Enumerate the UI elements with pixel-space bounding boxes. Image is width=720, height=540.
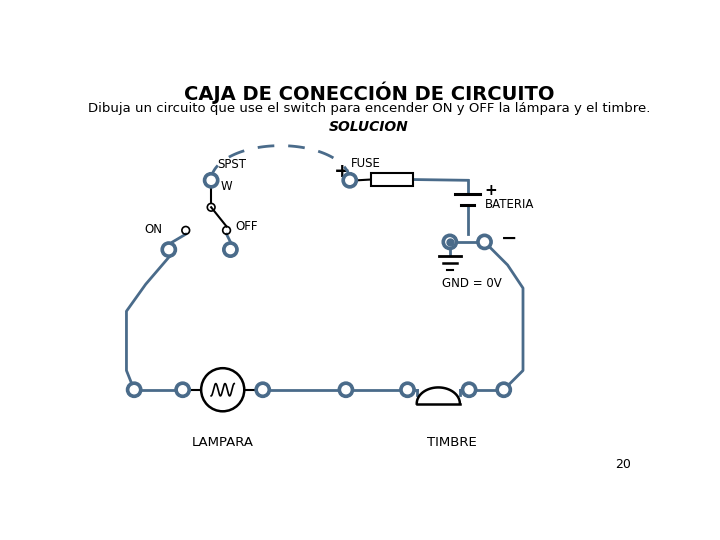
Circle shape bbox=[222, 242, 238, 257]
Circle shape bbox=[204, 173, 219, 188]
Text: 20: 20 bbox=[615, 458, 631, 471]
Bar bbox=[371, 173, 413, 186]
Circle shape bbox=[477, 234, 492, 249]
Circle shape bbox=[226, 246, 235, 254]
Circle shape bbox=[462, 382, 477, 397]
Text: +: + bbox=[485, 183, 498, 198]
Circle shape bbox=[161, 242, 176, 257]
Circle shape bbox=[342, 173, 357, 188]
Circle shape bbox=[480, 238, 488, 246]
Text: Dibuja un circuito que use el switch para encender ON y OFF la lámpara y el timb: Dibuja un circuito que use el switch par… bbox=[88, 102, 650, 115]
Circle shape bbox=[446, 238, 454, 246]
Circle shape bbox=[346, 176, 354, 184]
Circle shape bbox=[500, 386, 508, 394]
Text: −: − bbox=[501, 228, 518, 247]
Circle shape bbox=[127, 382, 142, 397]
Text: W: W bbox=[220, 180, 232, 193]
Circle shape bbox=[338, 382, 354, 397]
Text: GND = 0V: GND = 0V bbox=[442, 278, 502, 291]
Circle shape bbox=[465, 386, 473, 394]
Circle shape bbox=[130, 386, 138, 394]
Circle shape bbox=[403, 386, 412, 394]
Circle shape bbox=[342, 386, 350, 394]
Circle shape bbox=[258, 386, 266, 394]
Text: FUSE: FUSE bbox=[351, 157, 381, 170]
Text: CAJA DE CONECCIÓN DE CIRCUITO: CAJA DE CONECCIÓN DE CIRCUITO bbox=[184, 82, 554, 104]
Text: ON: ON bbox=[145, 222, 163, 236]
Text: SPST: SPST bbox=[217, 158, 246, 171]
Circle shape bbox=[496, 382, 511, 397]
Circle shape bbox=[400, 382, 415, 397]
Circle shape bbox=[165, 246, 173, 254]
Circle shape bbox=[207, 176, 215, 184]
Text: BATERIA: BATERIA bbox=[485, 198, 534, 211]
Text: +: + bbox=[334, 161, 351, 180]
Circle shape bbox=[201, 368, 244, 411]
Circle shape bbox=[179, 386, 186, 394]
Text: LAMPARA: LAMPARA bbox=[192, 436, 253, 449]
Circle shape bbox=[442, 234, 457, 249]
Text: TIMBRE: TIMBRE bbox=[427, 436, 477, 449]
Circle shape bbox=[255, 382, 271, 397]
Text: OFF: OFF bbox=[235, 220, 258, 233]
Text: SOLUCION: SOLUCION bbox=[329, 120, 409, 134]
Circle shape bbox=[175, 382, 190, 397]
